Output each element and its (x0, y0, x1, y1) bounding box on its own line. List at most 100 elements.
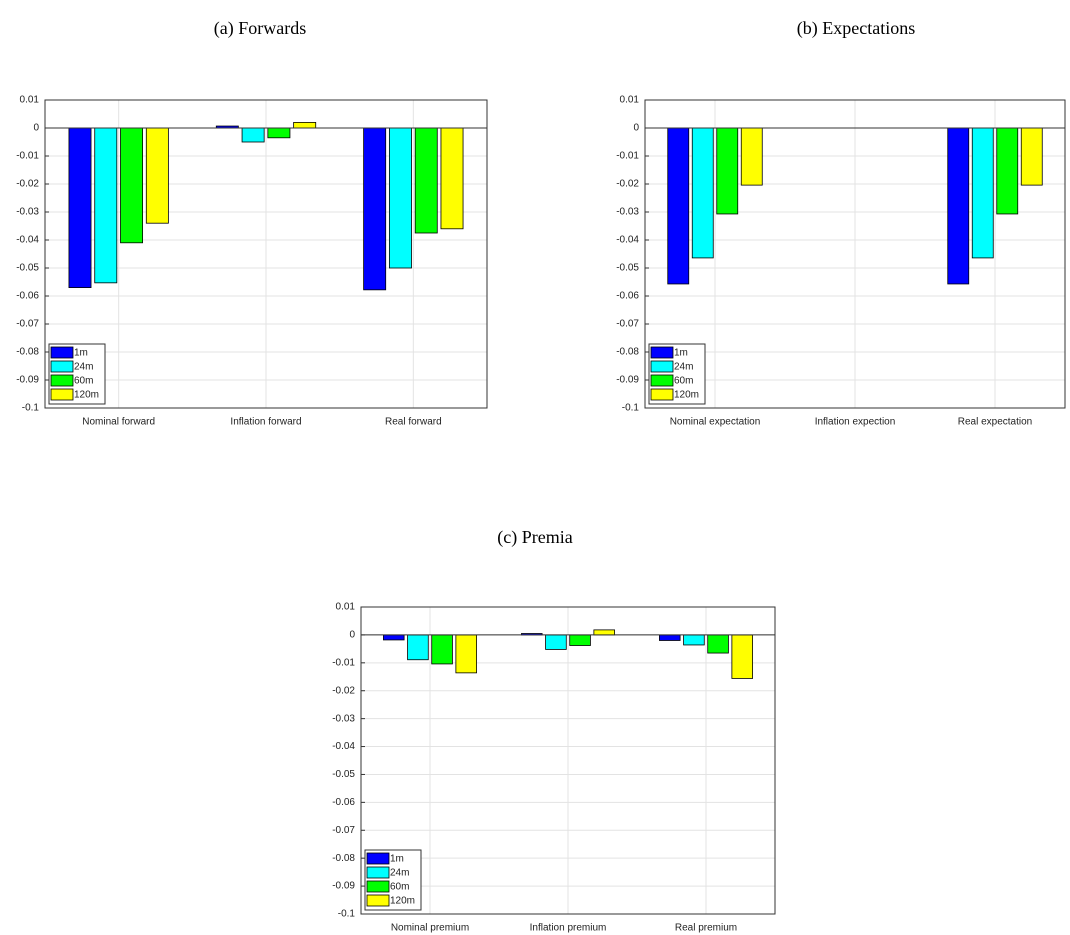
legend-swatch (366, 894, 390, 907)
x-tick-label: Inflation premium (530, 923, 607, 934)
y-tick-label: -0.04 (16, 235, 39, 246)
chart-title: (c) Premia (497, 527, 572, 548)
plot-frame (44, 99, 488, 409)
bar (431, 634, 453, 665)
legend-label: 24m (74, 362, 93, 373)
legend-label: 60m (74, 376, 93, 387)
bar (120, 127, 144, 244)
y-tick-label: -0.06 (616, 291, 639, 302)
y-tick-label: 0.01 (20, 95, 40, 106)
y-tick-label: -0.05 (16, 263, 39, 274)
bar (667, 127, 690, 285)
bar (388, 127, 412, 269)
y-tick-label: -0.07 (616, 319, 639, 330)
x-tick-label: Real expectation (958, 417, 1033, 428)
bar (683, 634, 705, 646)
y-tick-label: -0.01 (616, 151, 639, 162)
legend-label: 120m (390, 896, 415, 907)
bar (440, 127, 464, 230)
y-tick-label: -0.1 (622, 403, 640, 414)
legend-label: 120m (74, 390, 99, 401)
legend-swatch (50, 388, 74, 401)
legend-label: 24m (390, 868, 409, 879)
y-tick-label: 0 (349, 630, 355, 641)
y-tick-label: -0.04 (616, 235, 639, 246)
y-tick-label: -0.09 (332, 881, 355, 892)
chart-title: (b) Expectations (797, 18, 915, 39)
bar (971, 127, 994, 259)
x-tick-label: Real forward (385, 417, 442, 428)
x-tick-label: Inflation forward (230, 417, 301, 428)
plot-frame (360, 606, 776, 915)
bar (363, 127, 387, 291)
legend-label: 60m (390, 882, 409, 893)
legend-label: 120m (674, 390, 699, 401)
bar (707, 634, 729, 654)
chart-title: (a) Forwards (214, 18, 306, 39)
x-tick-label: Nominal premium (391, 923, 469, 934)
legend-swatch (366, 852, 390, 865)
y-tick-label: -0.05 (616, 263, 639, 274)
legend-swatch (366, 880, 390, 893)
y-tick-label: -0.03 (616, 207, 639, 218)
legend-swatch (650, 360, 674, 373)
bar (414, 127, 438, 234)
bar (68, 127, 92, 289)
y-tick-label: -0.09 (616, 375, 639, 386)
y-tick-label: -0.08 (616, 347, 639, 358)
legend-swatch (50, 374, 74, 387)
bar (996, 127, 1019, 215)
bar (407, 634, 429, 661)
y-tick-label: -0.04 (332, 741, 355, 752)
legend-label: 60m (674, 376, 693, 387)
x-tick-label: Real premium (675, 923, 737, 934)
y-tick-label: -0.06 (16, 291, 39, 302)
bar (145, 127, 169, 224)
legend-label: 1m (74, 348, 88, 359)
y-tick-label: -0.03 (332, 713, 355, 724)
legend-label: 1m (390, 854, 404, 865)
y-tick-label: 0 (33, 123, 39, 134)
y-tick-label: -0.1 (22, 403, 40, 414)
bar (593, 629, 615, 636)
y-tick-label: -0.05 (332, 769, 355, 780)
y-tick-label: -0.01 (332, 657, 355, 668)
bar (716, 127, 739, 215)
bar (267, 127, 291, 139)
x-tick-label: Nominal expectation (670, 417, 761, 428)
bar (569, 634, 591, 646)
legend-swatch (650, 374, 674, 387)
bar (1020, 127, 1043, 186)
bar (740, 127, 763, 186)
legend-label: 24m (674, 362, 693, 373)
bar (545, 634, 567, 650)
bar (947, 127, 970, 285)
legend-swatch (50, 346, 74, 359)
bar (731, 634, 753, 679)
y-tick-label: -0.07 (16, 319, 39, 330)
y-tick-label: -0.02 (16, 179, 39, 190)
x-tick-label: Inflation expection (815, 417, 896, 428)
y-tick-label: -0.07 (332, 825, 355, 836)
x-tick-label: Nominal forward (82, 417, 155, 428)
y-tick-label: -0.08 (332, 853, 355, 864)
legend-swatch (366, 866, 390, 879)
y-tick-label: -0.1 (338, 909, 356, 920)
y-tick-label: -0.01 (16, 151, 39, 162)
y-tick-label: -0.06 (332, 797, 355, 808)
bar (383, 634, 405, 641)
bar (659, 634, 681, 641)
legend-label: 1m (674, 348, 688, 359)
y-tick-label: -0.02 (332, 685, 355, 696)
plot-frame (644, 99, 1066, 409)
y-tick-label: -0.03 (16, 207, 39, 218)
bar (691, 127, 714, 259)
y-tick-label: -0.02 (616, 179, 639, 190)
legend-swatch (650, 346, 674, 359)
bar (94, 127, 118, 284)
legend-swatch (650, 388, 674, 401)
legend-swatch (50, 360, 74, 373)
y-tick-label: -0.08 (16, 347, 39, 358)
y-tick-label: -0.09 (16, 375, 39, 386)
